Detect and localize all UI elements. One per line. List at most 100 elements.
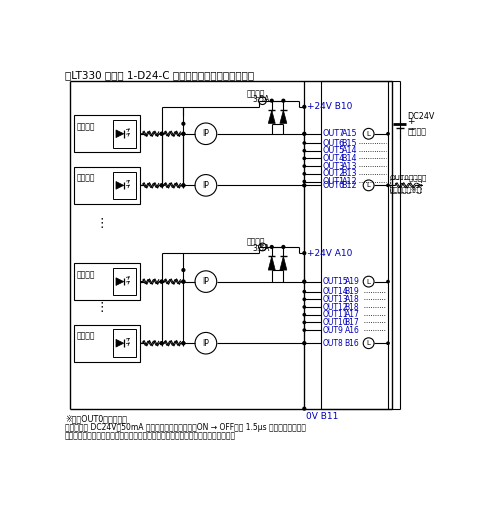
Text: A12: A12	[342, 177, 357, 186]
Circle shape	[303, 106, 306, 108]
Circle shape	[303, 133, 306, 135]
Text: OUT15: OUT15	[323, 277, 348, 286]
Polygon shape	[116, 130, 124, 138]
Circle shape	[303, 172, 306, 175]
Circle shape	[160, 280, 163, 283]
Circle shape	[363, 276, 374, 287]
Text: +24V B10: +24V B10	[306, 103, 352, 111]
Circle shape	[270, 246, 273, 248]
Text: 外部電源: 外部電源	[408, 128, 426, 137]
Circle shape	[160, 342, 163, 344]
Circle shape	[282, 99, 285, 102]
Text: A18: A18	[344, 295, 360, 304]
Bar	[74, 325, 140, 362]
Text: OUT0: OUT0	[323, 181, 345, 190]
Text: OUT14: OUT14	[323, 287, 348, 296]
Circle shape	[182, 342, 185, 344]
Bar	[113, 171, 136, 199]
Circle shape	[182, 133, 185, 135]
Circle shape	[303, 280, 306, 283]
Text: ⋮: ⋮	[95, 218, 108, 231]
Circle shape	[303, 157, 306, 160]
Text: ⋮: ⋮	[95, 300, 108, 313]
Text: A14: A14	[342, 146, 357, 155]
Bar	[74, 167, 140, 204]
Text: OUT10: OUT10	[323, 318, 348, 327]
Circle shape	[363, 180, 374, 191]
Bar	[113, 329, 136, 357]
Text: 要とし、負荷が軽い場堃は、外部にダミー抗抗を設けて電流を増やしてください。: 要とし、負荷が軽い場堃は、外部にダミー抗抗を設けて電流を増やしてください。	[65, 431, 236, 440]
Polygon shape	[116, 278, 124, 285]
Text: ヒューズ: ヒューズ	[247, 89, 266, 98]
Text: B17: B17	[344, 318, 360, 327]
Text: B18: B18	[344, 303, 359, 311]
Text: B19: B19	[344, 287, 360, 296]
Circle shape	[363, 128, 374, 139]
Circle shape	[160, 280, 163, 283]
Text: （例）出力 DC24V、50mA 時では、出力遅延時間（ON → OFF）は 1.5μs です。応答性を必: （例）出力 DC24V、50mA 時では、出力遅延時間（ON → OFF）は 1…	[65, 423, 306, 433]
Circle shape	[303, 321, 306, 324]
Circle shape	[160, 184, 163, 187]
Text: IP: IP	[202, 181, 209, 190]
Text: IP: IP	[202, 277, 209, 286]
Text: OUT7: OUT7	[323, 130, 345, 138]
Circle shape	[160, 133, 163, 135]
Text: 3.5A: 3.5A	[252, 95, 270, 104]
Circle shape	[282, 246, 285, 248]
Circle shape	[303, 142, 306, 144]
Text: B15: B15	[342, 138, 357, 148]
Polygon shape	[268, 110, 275, 123]
Text: B12: B12	[342, 181, 357, 190]
Circle shape	[303, 184, 306, 186]
Circle shape	[303, 184, 306, 187]
Text: −: −	[408, 124, 415, 133]
Circle shape	[258, 243, 266, 251]
Bar	[322, 81, 388, 409]
Polygon shape	[280, 110, 287, 123]
Text: B14: B14	[342, 154, 357, 163]
Circle shape	[182, 184, 185, 187]
Bar	[390, 179, 420, 192]
Text: B16: B16	[344, 339, 360, 348]
Circle shape	[387, 280, 389, 283]
Polygon shape	[280, 256, 287, 270]
Circle shape	[303, 133, 306, 135]
Text: OUT8: OUT8	[323, 339, 344, 348]
Polygon shape	[116, 339, 124, 347]
Circle shape	[303, 180, 306, 183]
Text: OUT5: OUT5	[323, 146, 345, 155]
Text: IP: IP	[202, 339, 209, 348]
Circle shape	[182, 133, 185, 135]
Circle shape	[303, 313, 306, 316]
Circle shape	[363, 338, 374, 349]
Text: A17: A17	[344, 310, 360, 319]
Text: B13: B13	[342, 169, 357, 178]
Text: OUT4: OUT4	[323, 154, 345, 163]
Circle shape	[182, 269, 185, 271]
Text: +24V A10: +24V A10	[306, 249, 352, 257]
Circle shape	[182, 184, 185, 187]
Circle shape	[303, 165, 306, 167]
Circle shape	[182, 280, 185, 283]
Circle shape	[195, 175, 216, 196]
Circle shape	[160, 342, 163, 344]
Text: OUT12: OUT12	[323, 303, 348, 311]
Text: OUT0～３のみ: OUT0～３のみ	[390, 175, 427, 181]
Circle shape	[303, 298, 306, 300]
Circle shape	[160, 184, 163, 187]
Text: A16: A16	[344, 326, 360, 335]
Circle shape	[303, 407, 306, 410]
Text: A15: A15	[342, 130, 357, 138]
Circle shape	[303, 280, 306, 283]
Circle shape	[387, 184, 389, 186]
Text: OUT6: OUT6	[323, 138, 345, 148]
Text: ※１　OUT0～３のみ。: ※１ OUT0～３のみ。	[65, 415, 127, 424]
Text: IP: IP	[202, 130, 209, 138]
Bar	[113, 120, 136, 148]
Text: L: L	[366, 279, 370, 284]
Circle shape	[258, 97, 266, 105]
Bar	[74, 263, 140, 300]
Text: 0V B11: 0V B11	[306, 412, 338, 421]
Text: L: L	[366, 340, 370, 346]
Text: L: L	[366, 131, 370, 137]
